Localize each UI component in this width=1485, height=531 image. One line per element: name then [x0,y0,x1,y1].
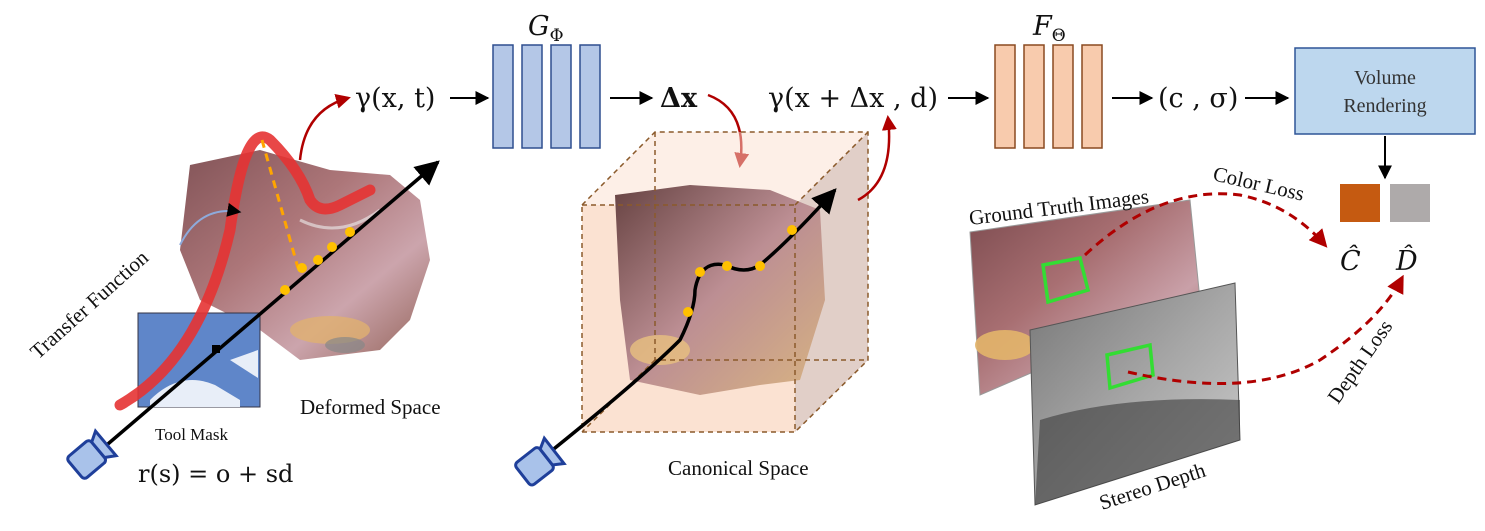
network-g-label: GΦ [528,11,564,46]
transfer-function-pointer [179,202,242,246]
svg-text:Volume: Volume [1354,67,1416,89]
c-hat-label: Ĉ [1340,243,1361,277]
deformed-space-label: Deformed Space [300,395,441,419]
encoding-canonical: γ(x + Δx , d) [768,83,938,114]
red-arrow-from-canonical [857,115,897,202]
camera-icon [66,428,119,480]
network-f-label: FΘ [1032,11,1066,46]
deformed-sample-points [280,227,355,295]
stereo-depth-image [1029,282,1241,506]
delta-x: Δx [660,83,698,114]
color-loss-arrow [1083,192,1328,257]
transfer-function-curve [114,131,376,411]
color-loss-label: Color Loss [1211,161,1307,205]
tool-mask-image [137,312,261,408]
volume-rendering-box: Volume Rendering [1294,47,1476,135]
tool-mask-label: Tool Mask [155,425,228,444]
red-arrow-to-encoding [298,94,351,161]
canonical-sample-points [683,225,797,317]
canonical-cube [581,131,869,433]
depth-swatch [1390,184,1430,222]
ground-truth-image [969,199,1201,396]
canonical-space-label: Canonical Space [668,456,809,480]
deformed-space-tissue [180,150,430,360]
network-f-theta [994,44,1103,149]
svg-text:Rendering: Rendering [1343,95,1426,117]
network-g-phi [492,44,601,149]
encoding-x-t: γ(x, t) [355,83,435,114]
depth-loss-arrow [1127,274,1404,386]
d-hat-label: D̂ [1395,244,1418,277]
transfer-function-label: Transfer Function [25,245,153,364]
ray-equation: r(s) = o + sd [138,460,293,488]
color-swatch [1340,184,1380,222]
c-sigma: (c , σ) [1158,83,1238,114]
deformed-ray [93,160,440,457]
canonical-camera-icon [514,435,567,487]
